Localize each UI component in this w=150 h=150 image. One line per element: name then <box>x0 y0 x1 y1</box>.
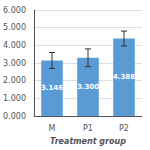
svg-text:5.000: 5.000 <box>3 23 26 32</box>
svg-text:Treatment group: Treatment group <box>50 137 126 146</box>
svg-text:P2: P2 <box>119 124 129 133</box>
svg-text:3.146: 3.146 <box>41 84 63 92</box>
svg-text:P1: P1 <box>83 124 93 133</box>
svg-text:M: M <box>49 124 56 133</box>
svg-text:4.000: 4.000 <box>3 41 26 50</box>
svg-text:6.000: 6.000 <box>3 6 26 15</box>
svg-text:3.300: 3.300 <box>77 83 99 91</box>
svg-text:3.000: 3.000 <box>3 59 26 68</box>
svg-text:0.000: 0.000 <box>3 112 26 121</box>
svg-text:4.388: 4.388 <box>113 73 135 81</box>
svg-text:2.000: 2.000 <box>3 76 26 85</box>
svg-text:1.000: 1.000 <box>3 94 26 103</box>
